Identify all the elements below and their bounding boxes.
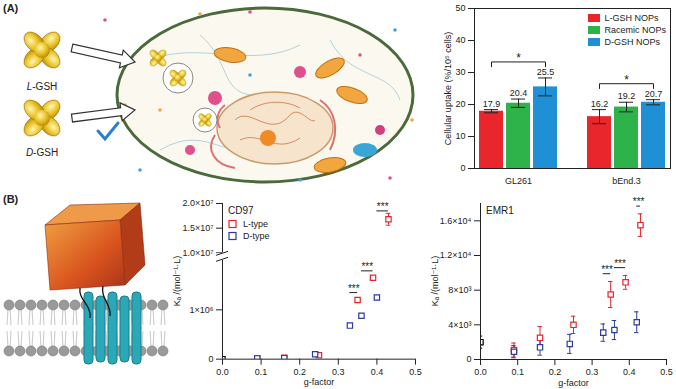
svg-text:***: ***	[601, 264, 613, 275]
svg-text:0: 0	[466, 354, 471, 364]
html-text:CD97: CD97	[228, 205, 254, 216]
svg-text:(B): (B)	[3, 193, 19, 205]
svg-text:0.1: 0.1	[255, 367, 267, 377]
svg-text:bEnd.3: bEnd.3	[612, 176, 641, 186]
svg-text:g-factor: g-factor	[304, 377, 334, 387]
html-text:D-type: D-type	[243, 231, 270, 241]
svg-text:25.5: 25.5	[537, 67, 555, 77]
svg-text:0.4: 0.4	[371, 367, 384, 377]
svg-text:1.2×10⁴: 1.2×10⁴	[440, 250, 472, 260]
svg-text:0.1: 0.1	[511, 367, 524, 377]
svg-text:1.6×10⁴: 1.6×10⁴	[440, 216, 472, 226]
html-text:EMR1: EMR1	[486, 205, 514, 216]
svg-text:4×10³: 4×10³	[448, 320, 471, 330]
svg-text:0.0: 0.0	[474, 367, 487, 377]
html-text:Kₐ /(mol⁻¹·L): Kₐ /(mol⁻¹·L)	[430, 255, 440, 307]
svg-text:30: 30	[455, 67, 465, 77]
svg-text:***: ***	[361, 261, 373, 272]
svg-text:8×10³: 8×10³	[448, 285, 471, 295]
svg-text:0.2: 0.2	[549, 367, 562, 377]
svg-text:0: 0	[209, 354, 214, 364]
svg-text:(A): (A)	[3, 2, 19, 14]
svg-text:*: *	[516, 51, 521, 65]
svg-text:0.4: 0.4	[623, 367, 636, 377]
svg-text:10: 10	[455, 131, 465, 141]
html-text:D-GSH NOPs: D-GSH NOPs	[604, 37, 660, 47]
svg-text:***: ***	[633, 196, 645, 207]
svg-text:2.0×10⁷: 2.0×10⁷	[183, 198, 214, 208]
svg-text:L-GSH: L-GSH	[27, 81, 58, 92]
svg-text:1×10⁶: 1×10⁶	[190, 305, 214, 315]
svg-text:D-GSH: D-GSH	[26, 147, 58, 158]
svg-text:*: *	[624, 73, 629, 87]
html-text:Kₐ /(mol⁻¹·L): Kₐ /(mol⁻¹·L)	[172, 255, 182, 307]
svg-text:0.3: 0.3	[586, 367, 599, 377]
svg-text:***: ***	[377, 201, 389, 212]
svg-text:0.0: 0.0	[216, 367, 229, 377]
svg-text:16.2: 16.2	[591, 99, 609, 109]
svg-text:Cellular uptake (%/10⁵ cells): Cellular uptake (%/10⁵ cells)	[443, 32, 453, 145]
svg-text:50: 50	[455, 3, 465, 13]
svg-text:1.0×10⁷: 1.0×10⁷	[183, 248, 214, 258]
html-text:L-GSH NOPs: L-GSH NOPs	[604, 13, 659, 23]
svg-text:40: 40	[455, 35, 465, 45]
svg-text:1.5×10⁷: 1.5×10⁷	[183, 223, 214, 233]
svg-text:g-factor: g-factor	[558, 378, 589, 388]
html-text:L-type: L-type	[243, 219, 268, 229]
svg-text:19.2: 19.2	[618, 91, 636, 101]
svg-text:20: 20	[455, 99, 465, 109]
svg-text:***: ***	[348, 283, 360, 294]
svg-text:0.2: 0.2	[293, 367, 306, 377]
svg-text:GL261: GL261	[505, 176, 532, 186]
html-text:Racemic NOPs: Racemic NOPs	[604, 25, 666, 35]
svg-text:17.9: 17.9	[483, 99, 501, 109]
svg-text:0.5: 0.5	[660, 367, 673, 377]
svg-text:***: ***	[614, 258, 626, 269]
svg-text:0: 0	[460, 163, 465, 173]
svg-text:0.5: 0.5	[409, 367, 422, 377]
svg-text:20.7: 20.7	[645, 89, 663, 99]
svg-text:20.4: 20.4	[510, 88, 528, 98]
svg-text:0.3: 0.3	[332, 367, 345, 377]
